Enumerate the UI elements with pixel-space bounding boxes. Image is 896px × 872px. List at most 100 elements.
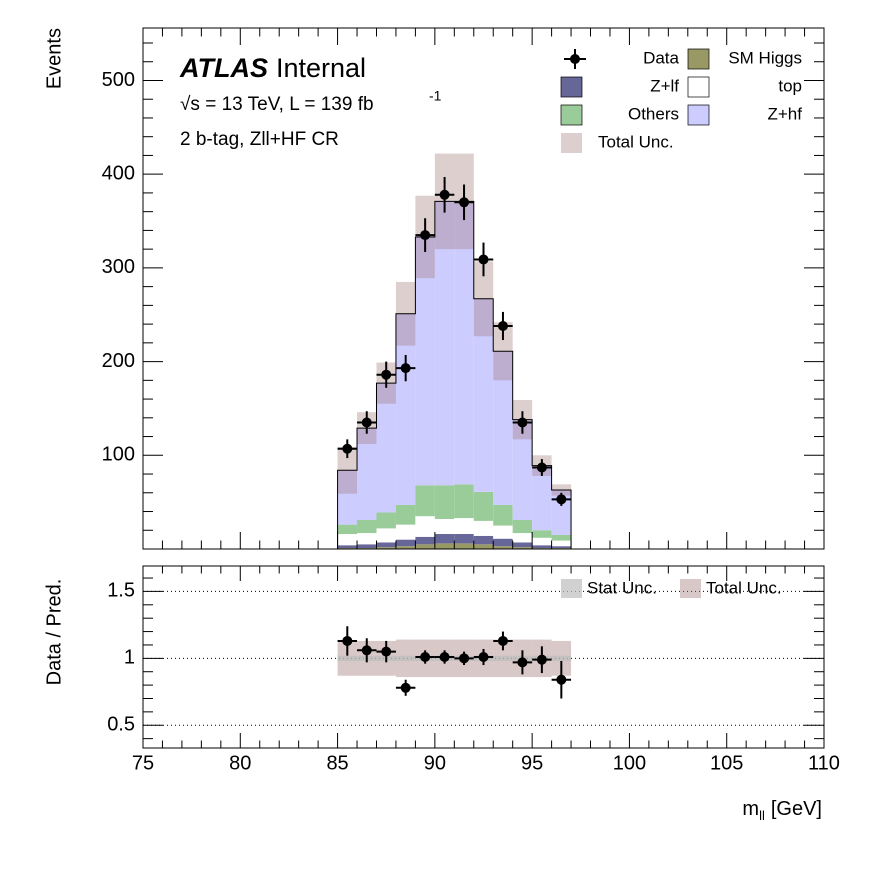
data-point xyxy=(439,652,450,662)
x-label-main: m xyxy=(742,798,759,820)
x-tick-label: 105 xyxy=(710,752,743,774)
stack-segment xyxy=(493,351,513,505)
data-point xyxy=(439,189,450,200)
legend-label: Z+hf xyxy=(768,104,803,123)
y-tick-label: 100 xyxy=(102,444,135,466)
ratio-band xyxy=(337,655,358,662)
legend-marker xyxy=(570,54,580,64)
stack-segment xyxy=(551,540,572,547)
x-tick-label: 110 xyxy=(808,752,840,774)
legend-swatch xyxy=(560,104,583,126)
stack-segment xyxy=(512,519,533,534)
y-tick-label: 200 xyxy=(102,350,135,372)
y-tick-label: 500 xyxy=(102,69,135,91)
atlas-label: ATLAS Internal xyxy=(179,53,366,83)
stack-segment xyxy=(376,528,396,543)
stack-segment xyxy=(337,534,358,546)
legend-swatch xyxy=(680,579,701,598)
x-tick-label: 85 xyxy=(326,752,348,774)
stack-segment xyxy=(551,534,572,541)
data-point xyxy=(342,635,353,646)
legend-label: Stat Unc. xyxy=(587,578,657,597)
stack-segment xyxy=(434,519,455,535)
stack-segment xyxy=(532,465,552,531)
ratio-band xyxy=(493,655,513,662)
stack-segment xyxy=(473,298,494,492)
legend-swatch xyxy=(560,76,583,98)
stack-segment xyxy=(454,518,474,535)
stack-segment xyxy=(493,525,513,539)
stack-segment xyxy=(434,485,455,520)
stack-segment xyxy=(395,504,416,525)
stack-segment xyxy=(512,533,533,543)
stack-segment xyxy=(376,547,396,549)
stack-segment xyxy=(434,543,455,549)
stack-segment xyxy=(532,530,552,538)
stack-segment xyxy=(376,383,396,513)
atlas: ATLAS xyxy=(179,53,268,83)
stack-segment xyxy=(454,484,474,519)
stack-segment xyxy=(454,201,474,485)
data-point xyxy=(497,635,508,646)
data-point xyxy=(517,657,528,668)
data-point xyxy=(400,682,411,693)
stack-segment xyxy=(434,534,455,544)
status: Internal xyxy=(276,53,366,83)
legend-swatch xyxy=(687,104,710,126)
stack-segment xyxy=(395,313,416,505)
stack-segment xyxy=(337,470,358,525)
legend-label: Total Unc. xyxy=(706,578,782,597)
data-point xyxy=(381,646,392,657)
x-axis-label: mll [GeV] xyxy=(742,798,822,823)
legend-swatch xyxy=(687,48,710,70)
stack-segment xyxy=(493,538,513,547)
data-point xyxy=(478,652,489,662)
legend-label: Others xyxy=(628,104,679,123)
stack-segment xyxy=(415,536,435,545)
ratio-frame xyxy=(142,565,825,749)
energy-lumi: √s = 13 TeV, L = 139 fb xyxy=(180,94,374,115)
y-tick-label: 400 xyxy=(102,162,135,184)
stack-segment xyxy=(415,516,435,537)
stack-segment xyxy=(395,546,416,549)
stack-segment xyxy=(376,542,396,548)
data-point xyxy=(536,462,547,473)
stack-segment xyxy=(337,524,358,535)
stack-segment xyxy=(512,419,533,520)
legend-swatch xyxy=(687,76,710,98)
legend-swatch xyxy=(561,133,582,153)
stack-segment xyxy=(493,504,513,526)
y-tick-label: 1.5 xyxy=(107,580,135,602)
plot-layer: 100 200 300 400 500 Data SM Higgs Z+lf top Others… xyxy=(102,28,840,774)
legend-label: Z+lf xyxy=(650,76,679,95)
stack-segment xyxy=(454,534,474,544)
ratio-band xyxy=(395,655,416,662)
data-point xyxy=(517,417,528,428)
data-point xyxy=(361,417,372,428)
stack-segment xyxy=(357,544,377,549)
stack-segment xyxy=(434,201,455,486)
ratio-band xyxy=(551,655,572,662)
y-axis-label: Events xyxy=(43,28,65,89)
data-point xyxy=(342,443,353,454)
data-point xyxy=(381,369,392,380)
stack-segment xyxy=(551,489,572,535)
stack-segment xyxy=(395,524,416,540)
stack-segment xyxy=(415,485,435,517)
x-tick-label: 75 xyxy=(132,752,154,774)
stack-outline xyxy=(337,200,572,549)
x-label-unit: [GeV] xyxy=(771,798,822,820)
x-tick-label: 90 xyxy=(424,752,446,774)
stack-segment xyxy=(337,545,358,549)
stack-segment xyxy=(512,547,533,549)
legend-label: SM Higgs xyxy=(728,48,802,67)
y-tick-label: 1 xyxy=(124,647,135,669)
x-tick-label: 95 xyxy=(521,752,543,774)
stack-segment xyxy=(395,539,416,547)
stack-segment xyxy=(473,544,494,549)
ratio-y-axis-label: Data / Pred. xyxy=(43,579,65,686)
stack-segment xyxy=(532,537,552,546)
legend-label: top xyxy=(778,76,802,95)
data-point xyxy=(459,197,470,208)
